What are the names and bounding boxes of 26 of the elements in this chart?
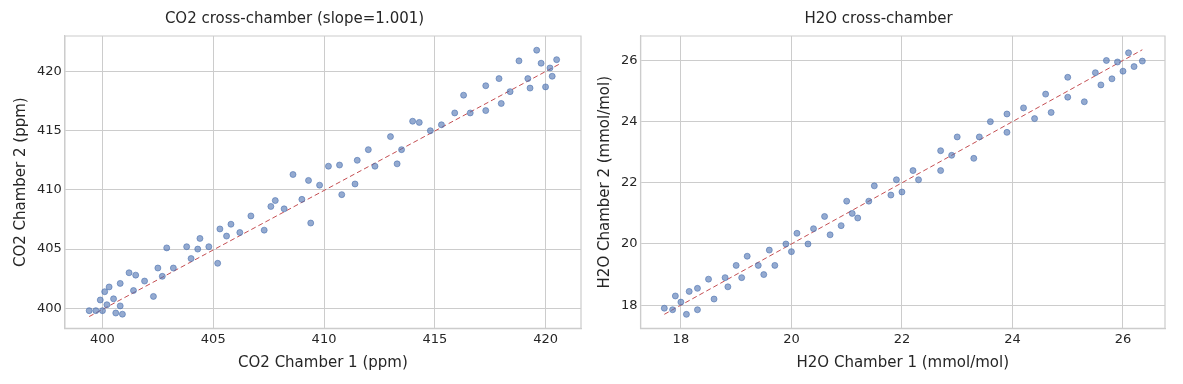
- x-tick-label: 22: [893, 330, 911, 346]
- x-tick-label: 415: [422, 330, 448, 346]
- x-tick-label: 400: [90, 330, 115, 346]
- y-axis-title: CO2 Chamber 2 (ppm): [10, 97, 29, 268]
- x-tick-label: 410: [311, 330, 337, 346]
- y-tick-label: 18: [621, 296, 638, 312]
- y-tick-label: 405: [36, 240, 62, 256]
- y-tick-label: 26: [621, 51, 638, 67]
- y-axis-title: H2O Chamber 2 (mmol/mol): [594, 75, 613, 289]
- y-tick-label: 410: [36, 181, 62, 197]
- x-tick-label: 405: [200, 330, 226, 346]
- x-tick-label: 24: [1004, 330, 1021, 346]
- chart-title: H2O cross-chamber: [804, 8, 954, 27]
- x-tick-label: 26: [1114, 330, 1132, 346]
- y-tick-label: 415: [36, 122, 62, 138]
- x-tick-label: 420: [533, 330, 558, 346]
- y-tick-label: 420: [36, 62, 62, 78]
- x-tick-label: 18: [672, 330, 690, 346]
- x-axis-title: H2O Chamber 1 (mmol/mol): [796, 352, 1010, 371]
- y-tick-label: 24: [621, 113, 638, 129]
- x-axis-title: CO2 Chamber 1 (ppm): [238, 352, 408, 371]
- y-tick-label: 400: [36, 299, 62, 315]
- y-tick-label: 22: [621, 174, 638, 190]
- x-tick-label: 20: [783, 330, 800, 346]
- chart-title: CO2 cross-chamber (slope=1.001): [164, 8, 425, 27]
- y-tick-label: 20: [621, 235, 638, 251]
